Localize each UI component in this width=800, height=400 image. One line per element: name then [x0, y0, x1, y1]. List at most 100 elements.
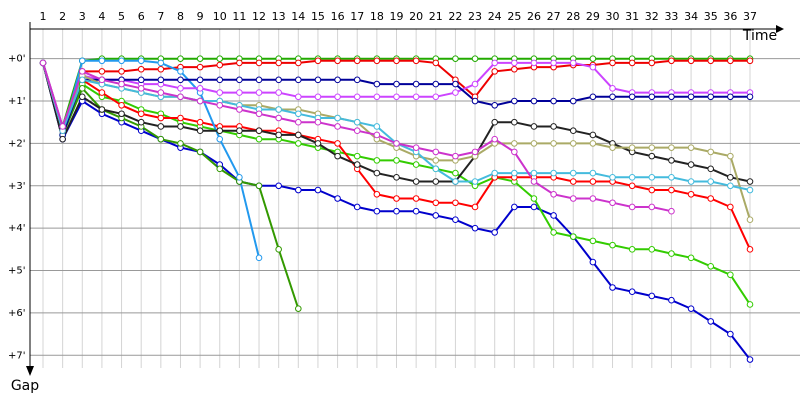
- data-point: [727, 152, 734, 160]
- data-point: [707, 57, 715, 65]
- data-point: [196, 97, 204, 105]
- x-tick-label: 2: [59, 10, 66, 23]
- data-point: [511, 203, 518, 211]
- data-point: [118, 110, 125, 118]
- data-point: [628, 93, 636, 101]
- data-point: [255, 59, 263, 67]
- data-point: [98, 89, 106, 96]
- data-point: [275, 182, 282, 190]
- data-point: [746, 178, 754, 185]
- data-point: [609, 85, 616, 92]
- x-tick-label: 25: [507, 10, 521, 23]
- x-tick-label: 35: [704, 10, 718, 23]
- data-point: [628, 59, 636, 67]
- x-tick-label: 17: [350, 10, 364, 23]
- data-point: [452, 199, 459, 207]
- data-point: [550, 140, 557, 147]
- x-axis-arrow: [776, 25, 784, 33]
- data-point: [491, 229, 498, 236]
- data-point: [628, 144, 636, 151]
- data-point: [157, 114, 165, 122]
- data-point: [491, 135, 498, 143]
- data-point: [471, 148, 479, 156]
- data-point: [746, 93, 754, 101]
- data-point: [648, 292, 656, 300]
- data-point: [707, 93, 715, 101]
- data-point: [412, 161, 420, 168]
- data-point: [530, 178, 538, 185]
- data-point: [373, 157, 381, 164]
- data-point: [707, 318, 715, 325]
- data-point: [353, 152, 361, 160]
- x-tick-label: 24: [488, 10, 502, 23]
- data-point: [196, 127, 204, 134]
- x-tick-label: 3: [79, 10, 86, 23]
- data-point: [412, 93, 420, 101]
- data-point: [334, 195, 341, 202]
- data-point: [491, 68, 498, 75]
- data-point: [471, 224, 479, 232]
- data-point: [314, 57, 322, 65]
- data-point: [334, 114, 341, 122]
- data-point: [727, 182, 734, 190]
- data-point: [118, 101, 125, 109]
- data-point: [177, 76, 184, 84]
- y-axis-label: Gap: [11, 378, 39, 394]
- data-point: [78, 68, 86, 75]
- data-point: [236, 59, 243, 67]
- data-point: [373, 190, 381, 198]
- data-point: [157, 65, 165, 73]
- data-point: [746, 186, 754, 194]
- data-point: [648, 186, 656, 194]
- data-point: [334, 123, 341, 130]
- data-point: [668, 93, 675, 101]
- data-point: [687, 178, 695, 185]
- data-point: [432, 165, 440, 173]
- x-tick-label: 19: [390, 10, 404, 23]
- data-point: [687, 93, 695, 101]
- data-point: [412, 80, 420, 88]
- x-tick-label: 27: [547, 10, 561, 23]
- data-point: [177, 123, 184, 130]
- data-point: [511, 140, 518, 147]
- data-point: [98, 68, 106, 75]
- data-point: [727, 271, 734, 279]
- x-tick-label: 1: [40, 10, 47, 23]
- x-tick-label: 5: [118, 10, 125, 23]
- data-point: [589, 93, 597, 101]
- data-point: [255, 127, 263, 134]
- data-point: [471, 178, 479, 185]
- data-point: [412, 57, 420, 65]
- data-point: [98, 57, 106, 65]
- data-point: [275, 246, 282, 253]
- data-point: [648, 59, 656, 67]
- data-point: [687, 254, 695, 262]
- data-point: [216, 127, 224, 134]
- data-point: [412, 144, 420, 151]
- data-point: [569, 140, 577, 147]
- data-point: [255, 182, 263, 190]
- data-point: [530, 203, 538, 211]
- data-point: [491, 101, 498, 109]
- data-point: [236, 106, 243, 113]
- data-point: [550, 190, 557, 198]
- data-point: [746, 216, 754, 223]
- data-point: [334, 152, 341, 160]
- data-point: [530, 195, 538, 202]
- data-point: [314, 93, 322, 101]
- data-point: [628, 246, 636, 253]
- y-tick-label: +6': [8, 308, 26, 319]
- data-point: [452, 89, 459, 96]
- data-point: [687, 161, 695, 168]
- x-tick-label: 12: [252, 10, 266, 23]
- data-point: [432, 148, 440, 156]
- data-point: [648, 246, 656, 253]
- x-tick-label: 29: [586, 10, 600, 23]
- data-point: [589, 55, 597, 62]
- x-tick-label: 11: [232, 10, 246, 23]
- data-point: [668, 207, 675, 215]
- series-line: [42, 62, 300, 310]
- data-point: [137, 85, 145, 92]
- data-point: [452, 178, 459, 185]
